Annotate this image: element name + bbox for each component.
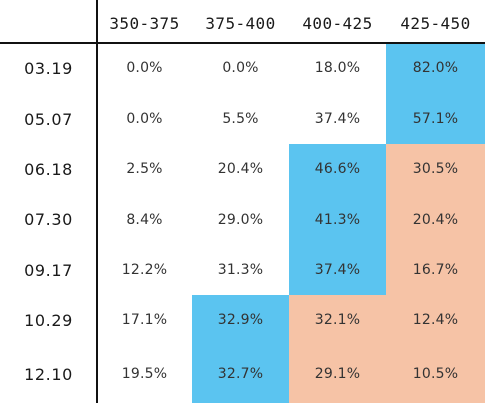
row-label: 07.30: [24, 210, 73, 229]
table-cell: 37.4%: [289, 245, 386, 295]
table-cell: 41.3%: [289, 194, 386, 245]
column-header: 425-450: [400, 14, 471, 33]
table-cell: 16.7%: [386, 245, 485, 295]
row-label: 10.29: [24, 310, 73, 330]
table-cell: 5.5%: [222, 111, 259, 127]
table-cell: 30.5%: [386, 144, 485, 194]
table-cell: 2.5%: [126, 161, 163, 177]
table-cell: 29.0%: [217, 211, 264, 228]
column-header: 350-375: [109, 14, 180, 33]
table-cell: 10.5%: [386, 345, 485, 403]
table-cell: 31.3%: [217, 262, 264, 278]
table-cell: 29.1%: [289, 345, 386, 403]
table-cell: 12.4%: [386, 295, 485, 345]
table-cell: 32.1%: [289, 295, 386, 345]
table-cell: 20.4%: [217, 161, 264, 177]
row-label: 06.18: [24, 159, 73, 179]
table-cell: 46.6%: [289, 144, 386, 194]
table-cell: 18.0%: [314, 60, 361, 76]
table-cell: 12.2%: [121, 262, 168, 278]
table-cell: 20.4%: [386, 194, 485, 245]
table-cell: 57.1%: [386, 94, 485, 144]
table-cell: 82.0%: [386, 42, 485, 94]
corner-cell: [0, 0, 97, 42]
table-cell: 17.1%: [121, 312, 168, 328]
row-label: 03.19: [24, 58, 73, 78]
table-cell: 32.7%: [192, 345, 289, 403]
table-cell: 37.4%: [314, 111, 361, 127]
table-cell: 0.0%: [126, 111, 163, 127]
table-cell: 19.5%: [121, 366, 168, 382]
horizontal-divider: [0, 42, 485, 44]
table-cell: 8.4%: [126, 211, 163, 228]
table-cell: 0.0%: [222, 60, 259, 76]
column-header: 375-400: [205, 14, 276, 33]
table-cell: 0.0%: [126, 60, 163, 76]
row-label: 05.07: [24, 109, 73, 129]
row-label: 09.17: [24, 260, 73, 280]
row-label: 12.10: [24, 364, 73, 384]
table-cell: 32.9%: [192, 295, 289, 345]
column-header: 400-425: [302, 14, 373, 33]
vertical-divider: [96, 0, 98, 403]
